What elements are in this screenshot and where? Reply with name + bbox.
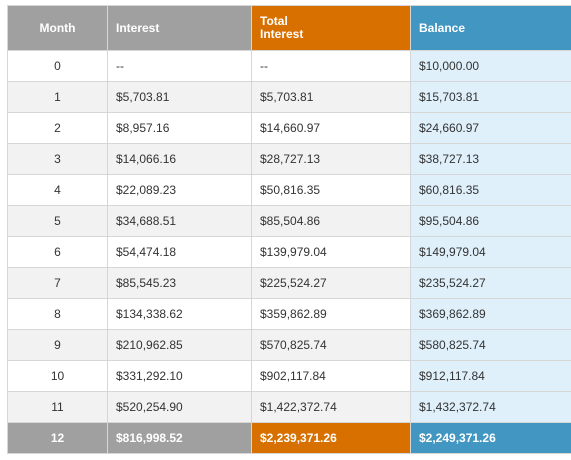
header-interest: Interest [107,5,252,51]
table-row: 7 $85,545.23 $225,524.27 $235,524.27 [7,267,571,299]
cell-interest: $331,292.10 [107,360,252,392]
cell-interest: $210,962.85 [107,329,252,361]
cell-balance: $235,524.27 [410,267,571,299]
cell-interest: $5,703.81 [107,81,252,113]
cell-interest: $54,474.18 [107,236,252,268]
cell-balance: $369,862.89 [410,298,571,330]
final-cell-total-interest: $2,239,371.26 [251,422,411,454]
cell-month: 3 [7,143,108,175]
cell-balance: $149,979.04 [410,236,571,268]
cell-balance: $912,117.84 [410,360,571,392]
cell-month: 7 [7,267,108,299]
table-row: 8 $134,338.62 $359,862.89 $369,862.89 [7,298,571,330]
cell-total-interest: $1,422,372.74 [251,391,411,423]
header-month: Month [7,5,108,51]
cell-month: 11 [7,391,108,423]
cell-balance: $1,432,372.74 [410,391,571,423]
cell-total-interest: $28,727.13 [251,143,411,175]
cell-month: 4 [7,174,108,206]
cell-month: 0 [7,50,108,82]
cell-month: 1 [7,81,108,113]
cell-balance: $38,727.13 [410,143,571,175]
final-cell-balance: $2,249,371.26 [410,422,571,454]
header-row: Month Interest Total Interest Balance [7,5,571,51]
cell-total-interest: $14,660.97 [251,112,411,144]
compound-interest-table-container: Month Interest Total Interest Balance 0 -… [7,5,571,454]
cell-total-interest: $225,524.27 [251,267,411,299]
header-total-interest: Total Interest [251,5,411,51]
cell-month: 8 [7,298,108,330]
table-row: 2 $8,957.16 $14,660.97 $24,660.97 [7,112,571,144]
table-row: 3 $14,066.16 $28,727.13 $38,727.13 [7,143,571,175]
table-row: 11 $520,254.90 $1,422,372.74 $1,432,372.… [7,391,571,423]
cell-total-interest: $50,816.35 [251,174,411,206]
cell-total-interest: $902,117.84 [251,360,411,392]
table-row: 1 $5,703.81 $5,703.81 $15,703.81 [7,81,571,113]
cell-total-interest: -- [251,50,411,82]
final-cell-interest: $816,998.52 [107,422,252,454]
table-row: 6 $54,474.18 $139,979.04 $149,979.04 [7,236,571,268]
table-row: 5 $34,688.51 $85,504.86 $95,504.86 [7,205,571,237]
cell-total-interest: $139,979.04 [251,236,411,268]
header-balance: Balance [410,5,571,51]
cell-month: 2 [7,112,108,144]
cell-interest: $14,066.16 [107,143,252,175]
cell-interest: $85,545.23 [107,267,252,299]
final-row: 12 $816,998.52 $2,239,371.26 $2,249,371.… [7,422,571,454]
cell-total-interest: $570,825.74 [251,329,411,361]
cell-month: 9 [7,329,108,361]
cell-month: 5 [7,205,108,237]
table-row: 4 $22,089.23 $50,816.35 $60,816.35 [7,174,571,206]
cell-total-interest: $359,862.89 [251,298,411,330]
cell-balance: $15,703.81 [410,81,571,113]
cell-balance: $95,504.86 [410,205,571,237]
table-row: 0 -- -- $10,000.00 [7,50,571,82]
header-total-interest-line1: Total [260,14,288,28]
header-total-interest-line2: Interest [260,27,304,41]
cell-month: 10 [7,360,108,392]
cell-balance: $60,816.35 [410,174,571,206]
cell-total-interest: $5,703.81 [251,81,411,113]
table-row: 10 $331,292.10 $902,117.84 $912,117.84 [7,360,571,392]
final-cell-month: 12 [7,422,108,454]
cell-interest: $34,688.51 [107,205,252,237]
cell-interest: $520,254.90 [107,391,252,423]
cell-interest: $134,338.62 [107,298,252,330]
cell-interest: $8,957.16 [107,112,252,144]
compound-interest-table: Month Interest Total Interest Balance 0 -… [7,5,571,454]
cell-interest: -- [107,50,252,82]
cell-balance: $10,000.00 [410,50,571,82]
cell-balance: $580,825.74 [410,329,571,361]
cell-total-interest: $85,504.86 [251,205,411,237]
table-row: 9 $210,962.85 $570,825.74 $580,825.74 [7,329,571,361]
cell-month: 6 [7,236,108,268]
cell-interest: $22,089.23 [107,174,252,206]
cell-balance: $24,660.97 [410,112,571,144]
